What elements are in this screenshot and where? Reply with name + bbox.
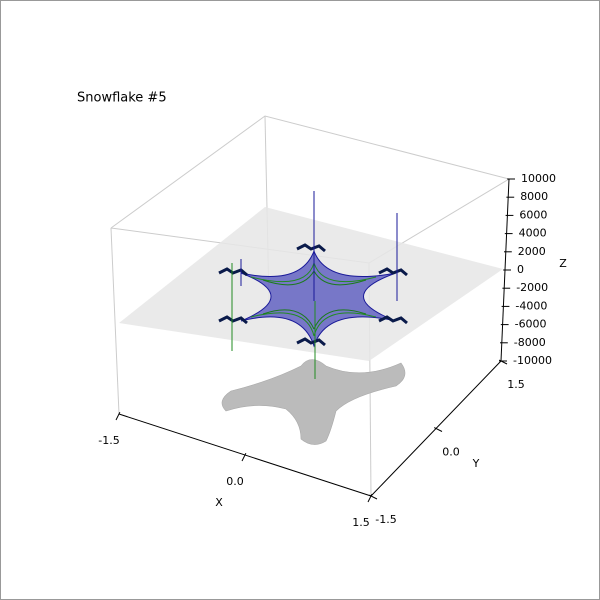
snowflake [218, 191, 408, 379]
y-tick-label: 1.5 [507, 378, 525, 391]
snowflake-tips [218, 243, 408, 347]
x-tick [241, 452, 247, 462]
z-tick-label: -8000 [514, 336, 546, 349]
x-tick [115, 411, 121, 421]
y-tick [368, 494, 378, 500]
x-axis-label: X [215, 496, 223, 509]
z-tick-label: 0 [517, 263, 524, 276]
z-axis-label: Z [559, 257, 567, 270]
chart-title: Snowflake #5 [77, 91, 167, 106]
pane-edge [110, 227, 120, 415]
z-tick-label: -4000 [515, 299, 547, 312]
z-tick-label: -6000 [515, 318, 547, 331]
z-tick-label: -2000 [516, 281, 548, 294]
z-tick-label: 8000 [520, 190, 548, 203]
x-tick-label: 1.5 [352, 516, 370, 529]
y-tick-label: 0.0 [442, 446, 460, 459]
z-tick-label: -10000 [513, 354, 552, 367]
shadow-shape [221, 359, 406, 445]
z-tick-label: 4000 [519, 227, 547, 240]
tip [296, 337, 326, 347]
tip [378, 267, 408, 277]
z-tick-label: 2000 [518, 245, 546, 258]
tip [296, 243, 326, 253]
tip [218, 267, 248, 277]
x-tick [367, 493, 373, 503]
y-axis-label: Y [472, 457, 480, 470]
z-tick-label: 10000 [521, 172, 556, 185]
tip [378, 315, 408, 325]
snowflake-curves [250, 262, 377, 337]
x-tick-label: -1.5 [98, 434, 119, 447]
y-tick [433, 427, 443, 432]
x-tick-label: 0.0 [226, 475, 244, 488]
snowflake-curves [262, 270, 367, 330]
z-tick-label: 6000 [519, 208, 547, 221]
shadow [221, 359, 406, 445]
pane-edge [110, 115, 510, 229]
y-tick-label: -1.5 [375, 513, 396, 526]
tip [218, 315, 248, 325]
